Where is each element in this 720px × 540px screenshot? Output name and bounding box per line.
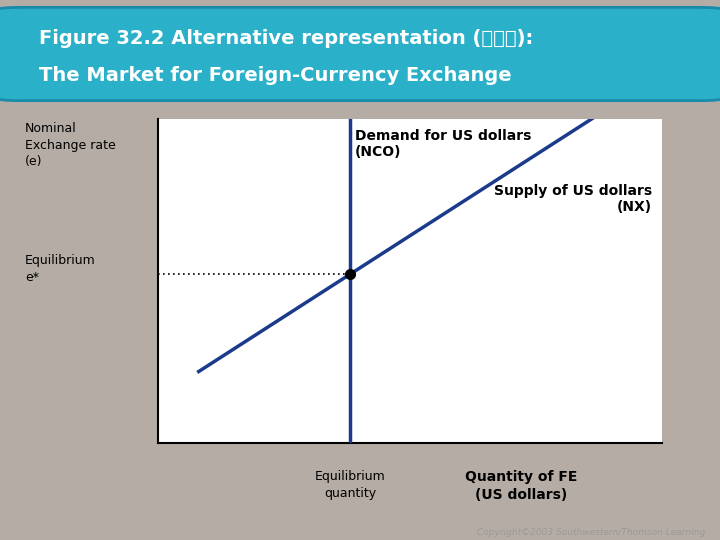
Text: Supply of US dollars
(NX): Supply of US dollars (NX) — [494, 184, 652, 214]
Text: The Market for Foreign-Currency Exchange: The Market for Foreign-Currency Exchange — [39, 66, 511, 85]
Text: Equilibrium
e*: Equilibrium e* — [25, 254, 96, 284]
Text: Nominal
Exchange rate
(e): Nominal Exchange rate (e) — [25, 122, 116, 168]
Text: Equilibrium
quantity: Equilibrium quantity — [315, 470, 385, 500]
Text: Figure 32.2 Alternative representation (不採用):: Figure 32.2 Alternative representation (… — [39, 29, 533, 48]
Text: Quantity of FE
(US dollars): Quantity of FE (US dollars) — [465, 470, 577, 502]
Text: Demand for US dollars
(NCO): Demand for US dollars (NCO) — [355, 129, 531, 159]
Text: Copyright©2003 Southwestern/Thomson Learning: Copyright©2003 Southwestern/Thomson Lear… — [477, 528, 706, 537]
FancyBboxPatch shape — [0, 8, 720, 100]
